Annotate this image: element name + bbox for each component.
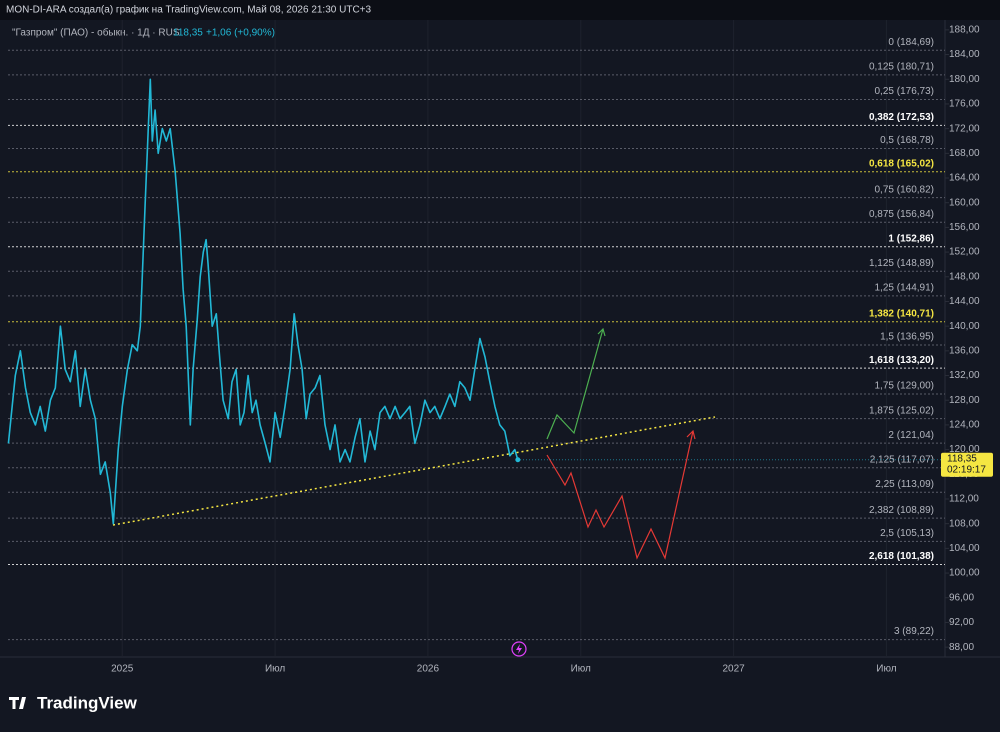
fib-level-label: 2,382 (108,89) [869, 505, 934, 516]
fib-level-label: 2,25 (113,09) [875, 479, 934, 490]
fib-level-label: 1 (152,86) [888, 233, 934, 244]
fib-level-label: 0,382 (172,53) [869, 112, 934, 123]
logo: TradingView [9, 693, 138, 712]
price-line [7, 78, 519, 525]
legend-price: 118,35 [173, 28, 203, 39]
fib-level-label: 0 (184,69) [888, 37, 934, 48]
y-tick-label: 156,00 [949, 222, 980, 233]
fib-level-label: 0,618 (165,02) [869, 158, 934, 169]
y-tick-label: 172,00 [949, 123, 980, 134]
fib-level-label: 0,5 (168,78) [880, 135, 934, 146]
x-tick-label: 2027 [722, 664, 745, 675]
y-tick-label: 96,00 [949, 592, 974, 603]
fib-level-label: 2 (121,04) [888, 430, 934, 441]
bear-arrowhead [686, 429, 696, 440]
y-tick-label: 180,00 [949, 74, 980, 85]
x-tick-label: 2025 [111, 664, 134, 675]
bull-arrowhead [597, 327, 606, 337]
y-tick-label: 164,00 [949, 173, 980, 184]
fib-level-label: 1,125 (148,89) [869, 258, 934, 269]
countdown: 02:19:17 [947, 464, 986, 475]
y-tick-label: 100,00 [949, 568, 980, 579]
brand: TradingView [37, 693, 138, 712]
y-tick-label: 124,00 [949, 420, 980, 431]
y-tick-label: 168,00 [949, 148, 980, 159]
fib-level-label: 1,75 (129,00) [875, 381, 935, 392]
y-tick-label: 184,00 [949, 49, 980, 60]
last-point [515, 457, 521, 463]
fib-level-label: 1,875 (125,02) [869, 405, 934, 416]
trend-line [112, 416, 716, 526]
logo-mark [9, 697, 26, 709]
y-tick-label: 92,00 [949, 617, 974, 628]
x-tick-label: 2026 [417, 664, 440, 675]
y-tick-label: 108,00 [949, 518, 980, 529]
fib-level-label: 2,618 (101,38) [869, 551, 934, 562]
y-tick-label: 152,00 [949, 247, 980, 258]
header: MON-DI-ARA создал(а) график на TradingVi… [6, 4, 372, 16]
bull-scenario [546, 328, 604, 440]
y-tick-label: 120,00 [949, 444, 980, 455]
fib-level-label: 0,125 (180,71) [869, 62, 934, 73]
y-tick-label: 144,00 [949, 296, 980, 307]
x-tick-label: Июл [265, 664, 285, 675]
y-tick-label: 148,00 [949, 271, 980, 282]
fib-level-label: 3 (89,22) [894, 626, 934, 637]
y-tick-label: 132,00 [949, 370, 980, 381]
price-badge-label: 118,35 [947, 453, 977, 464]
event-icon[interactable] [511, 641, 527, 657]
x-tick-label: Июл [876, 664, 896, 675]
fib-level-label: 1,618 (133,20) [869, 355, 934, 366]
header-bar [0, 0, 1000, 20]
y-tick-label: 176,00 [949, 99, 980, 110]
fib-level-label: 0,875 (156,84) [869, 209, 934, 220]
price-badge [941, 452, 993, 477]
event-bolt [516, 644, 522, 654]
fib-level-label: 2,5 (105,13) [880, 528, 934, 539]
y-tick-label: 136,00 [949, 345, 980, 356]
plot [7, 78, 521, 525]
symbol: "Газпром" (ПАО) - обыкн. · 1Д · RUS [12, 27, 180, 39]
y-tick-label: 112,00 [949, 494, 979, 505]
y-tick-label: 128,00 [949, 395, 980, 406]
x-tick-label: Июл [571, 664, 591, 675]
y-tick-label: 188,00 [949, 25, 980, 36]
fib-level-label: 1,382 (140,71) [869, 308, 934, 319]
fib-level-label: 0,25 (176,73) [875, 86, 935, 97]
bear-scenario [546, 430, 694, 560]
fib-level-label: 0,75 (160,82) [875, 184, 935, 195]
y-tick-label: 104,00 [949, 543, 980, 554]
y-tick-label: 88,00 [949, 642, 974, 653]
grid [121, 20, 949, 657]
fib-level-label: 1,25 (144,91) [875, 282, 935, 293]
y-tick-label: 160,00 [949, 197, 980, 208]
legend-change: +1,06 (+0,90%) [206, 28, 275, 39]
y-tick-label: 140,00 [949, 321, 980, 332]
fib-level-label: 1,5 (136,95) [880, 332, 934, 343]
